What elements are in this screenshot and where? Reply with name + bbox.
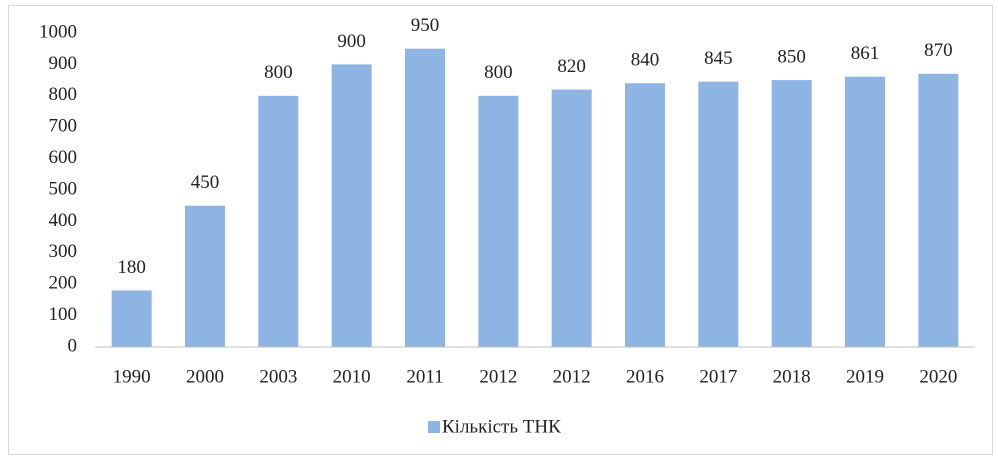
y-tick-label: 300 bbox=[49, 241, 78, 262]
x-tick-label: 2018 bbox=[773, 366, 811, 387]
data-label: 450 bbox=[191, 172, 220, 193]
x-tick-label: 2020 bbox=[919, 366, 957, 387]
bar bbox=[185, 205, 225, 347]
data-label: 861 bbox=[851, 43, 880, 64]
data-label: 900 bbox=[337, 31, 366, 52]
data-label: 180 bbox=[117, 257, 146, 278]
bar bbox=[771, 80, 812, 347]
legend-label: Кількість ТНК bbox=[442, 416, 561, 437]
data-label: 820 bbox=[557, 56, 586, 77]
y-tick-label: 400 bbox=[49, 210, 78, 231]
x-tick-label: 2012 bbox=[553, 366, 591, 387]
x-tick-label: 2016 bbox=[626, 366, 664, 387]
bar bbox=[551, 89, 592, 348]
y-tick-label: 500 bbox=[49, 178, 78, 199]
x-tick-label: 2019 bbox=[846, 366, 884, 387]
bar bbox=[111, 290, 152, 347]
y-tick-label: 900 bbox=[49, 53, 78, 74]
bar bbox=[698, 81, 739, 348]
data-label: 950 bbox=[411, 15, 440, 36]
y-tick-label: 700 bbox=[49, 116, 78, 137]
bar bbox=[258, 95, 299, 347]
y-tick-label: 600 bbox=[49, 147, 78, 168]
data-label: 870 bbox=[924, 40, 953, 61]
x-tick-label: 2000 bbox=[186, 366, 224, 387]
x-tick-label: 2017 bbox=[699, 366, 737, 387]
bar bbox=[405, 48, 445, 347]
x-tick-label: 2012 bbox=[479, 366, 517, 387]
data-label: 845 bbox=[704, 48, 733, 69]
legend-swatch bbox=[428, 421, 440, 433]
x-tick-label: 2010 bbox=[333, 366, 371, 387]
bar bbox=[478, 95, 519, 347]
y-tick-label: 100 bbox=[49, 304, 78, 325]
data-label: 850 bbox=[777, 46, 806, 67]
y-tick-label: 200 bbox=[49, 273, 78, 294]
bar bbox=[845, 76, 885, 348]
y-tick-label: 0 bbox=[68, 335, 78, 356]
x-tick-label: 2003 bbox=[259, 366, 297, 387]
y-tick-label: 800 bbox=[49, 84, 78, 105]
bar bbox=[331, 64, 372, 348]
data-label: 800 bbox=[264, 62, 293, 83]
data-label: 840 bbox=[631, 50, 660, 71]
bar bbox=[625, 83, 665, 348]
x-tick-label: 2011 bbox=[406, 366, 443, 387]
x-tick-label: 1990 bbox=[113, 366, 151, 387]
data-label: 800 bbox=[484, 62, 513, 83]
y-tick-label: 1000 bbox=[39, 21, 77, 42]
bar bbox=[918, 73, 959, 347]
